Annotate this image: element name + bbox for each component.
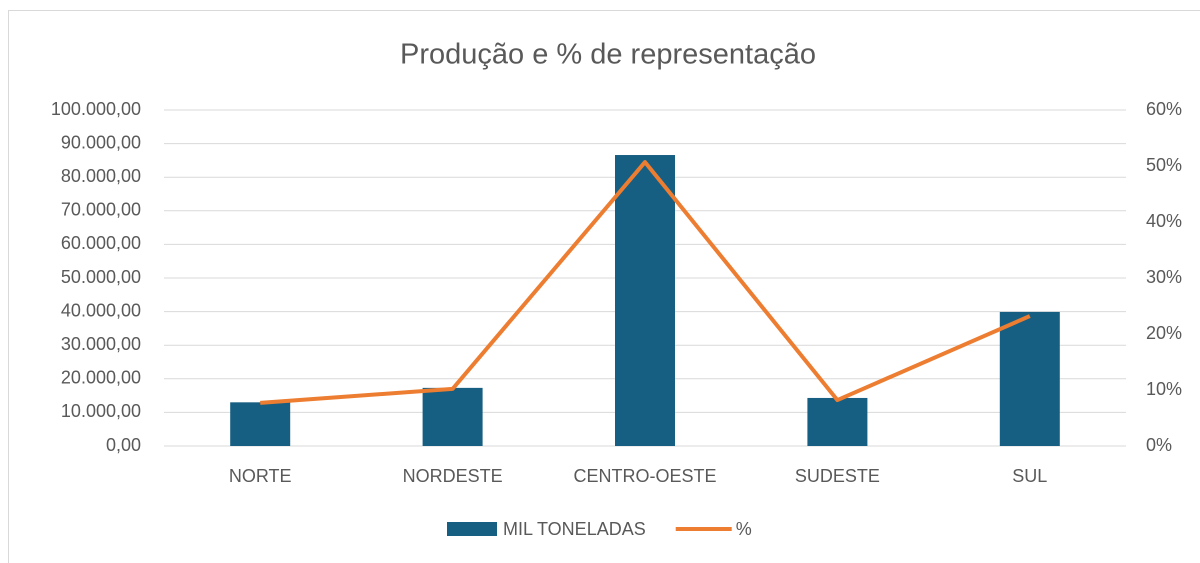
y-tick-label: 50.000,00 (61, 267, 141, 287)
legend-swatch (447, 522, 497, 536)
y2-tick-label: 50% (1146, 155, 1182, 175)
y-tick-label: 20.000,00 (61, 368, 141, 388)
y2-tick-label: 20% (1146, 323, 1182, 343)
y-tick-label: 10.000,00 (61, 401, 141, 421)
y-tick-label: 60.000,00 (61, 233, 141, 253)
x-tick-label: NORDESTE (403, 466, 503, 486)
y-tick-label: 80.000,00 (61, 166, 141, 186)
y-tick-label: 40.000,00 (61, 300, 141, 320)
y2-tick-label: 40% (1146, 211, 1182, 231)
y2-tick-label: 10% (1146, 379, 1182, 399)
y-tick-label: 0,00 (106, 435, 141, 455)
y2-tick-label: 30% (1146, 267, 1182, 287)
y-tick-label: 70.000,00 (61, 200, 141, 220)
bar (999, 311, 1060, 446)
y2-tick-label: 60% (1146, 99, 1182, 119)
x-tick-label: NORTE (229, 466, 292, 486)
y2-tick-label: 0% (1146, 435, 1172, 455)
y-tick-label: 100.000,00 (51, 99, 141, 119)
x-tick-label: SUDESTE (795, 466, 880, 486)
bar (422, 387, 483, 446)
line (260, 160, 1031, 405)
bar (230, 402, 291, 446)
y-tick-label: 30.000,00 (61, 334, 141, 354)
chart-title: Produção e % de representação (400, 39, 816, 71)
legend-label: MIL TONELADAS (503, 519, 646, 539)
x-tick-label: CENTRO-OESTE (573, 466, 716, 486)
legend-label: % (736, 519, 752, 539)
x-tick-label: SUL (1012, 466, 1047, 486)
bar (807, 397, 868, 446)
chart-frame (8, 10, 1200, 563)
y-tick-label: 90.000,00 (61, 132, 141, 152)
bar (615, 155, 675, 447)
